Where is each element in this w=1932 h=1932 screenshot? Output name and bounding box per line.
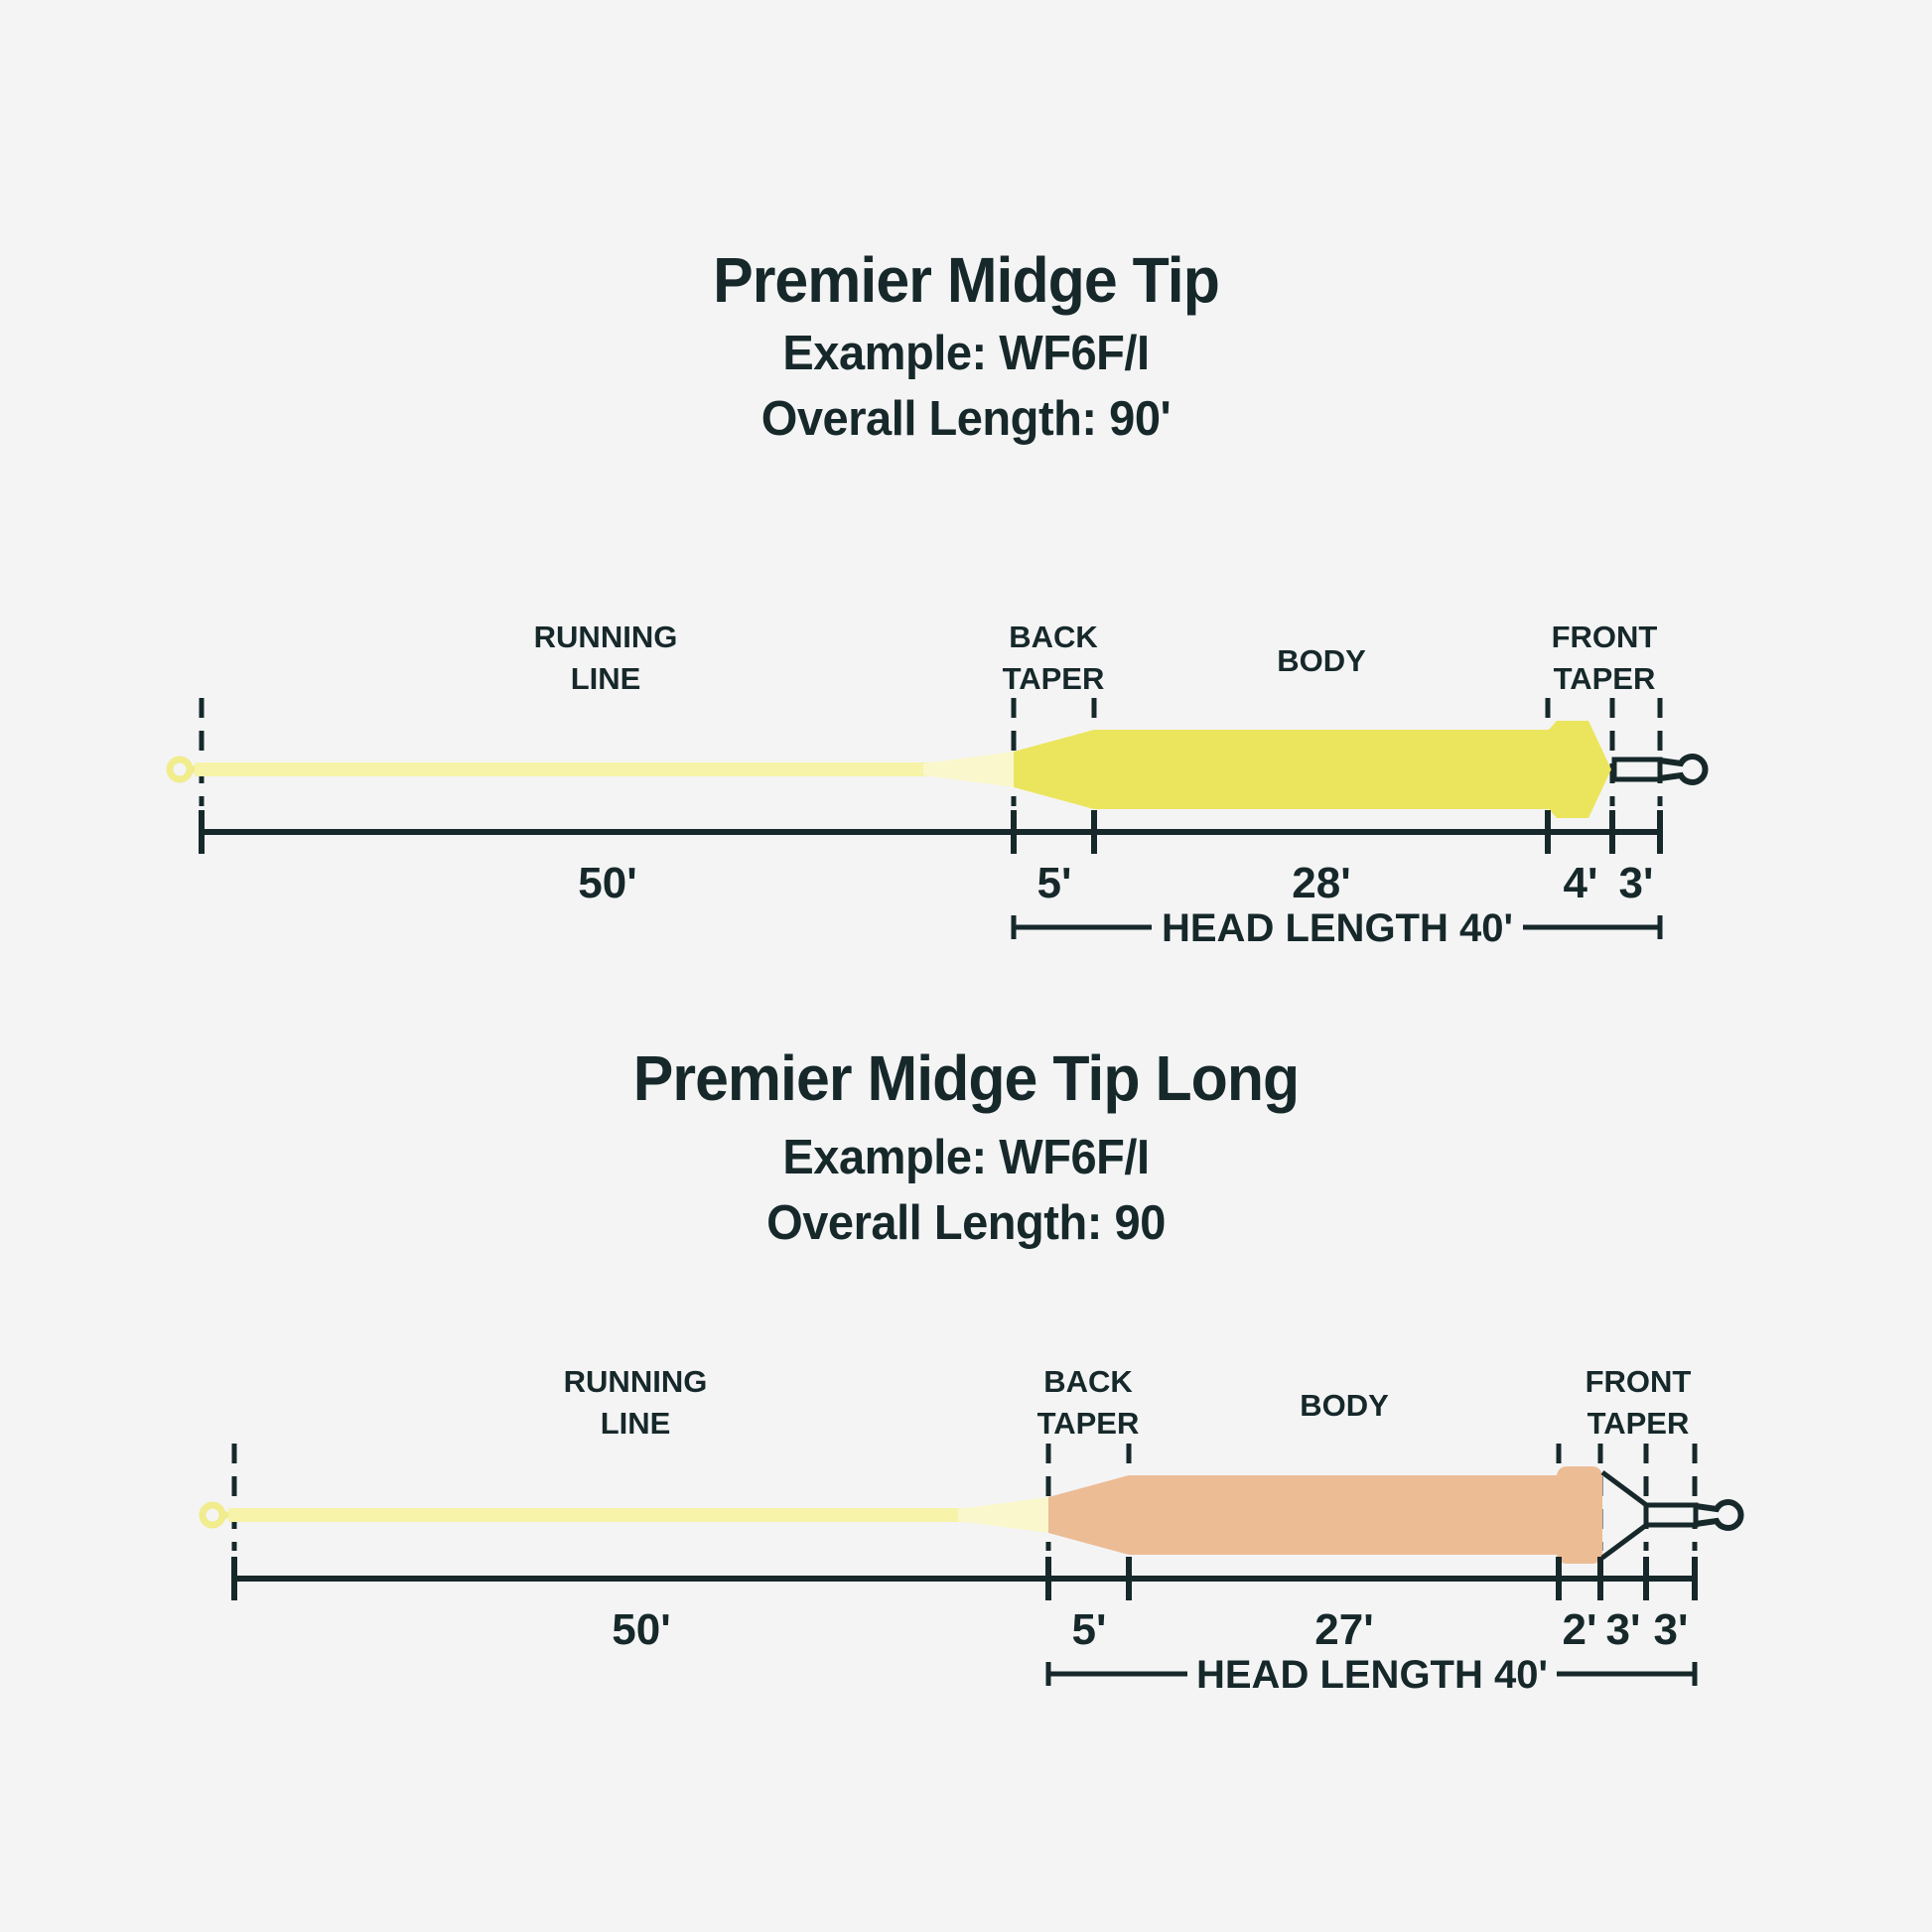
d2-back-taper-length: 5' <box>1072 1605 1107 1654</box>
diagram2-title: Premier Midge Tip Long <box>632 1042 1300 1114</box>
diagram1-overall-length: Overall Length: 90' <box>760 392 1172 446</box>
d2-front-taper-label-top: FRONT <box>1586 1364 1692 1399</box>
d1-front-taper-label-top: FRONT <box>1552 620 1658 654</box>
d2-back-taper-label-bottom: TAPER <box>1037 1406 1140 1441</box>
d2-running-line-length: 50' <box>612 1605 670 1654</box>
d2-tip-length: 3' <box>1654 1605 1689 1654</box>
d1-clear-tip-segment <box>1611 757 1663 782</box>
d1-line-profile <box>166 721 1709 818</box>
d2-front-taper-length: 3' <box>1606 1605 1641 1654</box>
d2-back-taper-segment <box>1048 1475 1129 1555</box>
d1-head-length: HEAD LENGTH 40' <box>1011 906 1663 950</box>
d2-body-tip-segment <box>1557 1466 1602 1564</box>
d1-dashed-guides <box>199 698 1663 806</box>
d1-back-taper-segment <box>1014 730 1094 809</box>
d2-clear-tip-segment <box>1643 1502 1699 1528</box>
d1-front-taper-segment <box>1549 721 1611 818</box>
diagram1-example: Example: WF6F/I <box>782 327 1150 380</box>
d1-running-line-segment <box>195 762 1019 776</box>
d1-body-length: 28' <box>1292 859 1350 907</box>
d2-front-taper-outline-bottom <box>1600 1520 1651 1561</box>
d2-running-line-transition <box>958 1497 1048 1533</box>
d1-running-line-transition <box>923 752 1014 787</box>
d1-body-label: BODY <box>1277 643 1366 678</box>
d1-back-taper-label-bottom: TAPER <box>1003 661 1105 696</box>
diagram2-overall-length: Overall Length: 90 <box>766 1196 1166 1250</box>
d2-front-taper-label-bottom: TAPER <box>1587 1406 1690 1441</box>
d1-head-length-label: HEAD LENGTH 40' <box>1162 906 1513 950</box>
d2-head-length-label: HEAD LENGTH 40' <box>1196 1653 1548 1697</box>
d2-body-label: BODY <box>1300 1388 1389 1423</box>
d1-running-line-label-bottom: LINE <box>571 661 641 696</box>
diagram2-group: RUNNING LINE BACK TAPER BODY FRONT TAPER <box>199 1364 1744 1697</box>
d1-rear-loop-icon <box>166 756 194 783</box>
d1-ruler: 50' 5' 28' 4' 3' <box>199 810 1663 907</box>
d2-head-length: HEAD LENGTH 40' <box>1045 1653 1698 1697</box>
d1-running-line-label-top: RUNNING <box>534 620 678 654</box>
d2-body-tip-length: 2' <box>1563 1605 1597 1654</box>
d2-rear-loop-icon <box>199 1501 226 1529</box>
d1-tip-length: 3' <box>1619 859 1654 907</box>
d1-front-welded-loop-icon <box>1659 754 1709 785</box>
d1-body-segment <box>1094 730 1549 809</box>
d2-running-line-label-top: RUNNING <box>564 1364 708 1399</box>
d1-running-line-length: 50' <box>578 859 636 907</box>
diagram1-group: RUNNING LINE BACK TAPER BODY FRONT TAPER <box>166 620 1709 950</box>
d1-front-taper-length: 4' <box>1564 859 1598 907</box>
d1-back-taper-label-top: BACK <box>1009 620 1098 654</box>
diagram1-title: Premier Midge Tip <box>713 244 1220 316</box>
d2-ruler: 50' 5' 27' 2' 3' 3' <box>231 1557 1698 1654</box>
d2-front-taper-outline-top <box>1600 1469 1651 1510</box>
d2-rear-loop-tail <box>220 1509 235 1521</box>
d2-body-segment <box>1129 1475 1561 1555</box>
d2-line-profile <box>199 1466 1744 1564</box>
d2-dashed-guides <box>231 1444 1698 1551</box>
d2-running-line-segment <box>228 1508 1052 1522</box>
d2-back-taper-label-top: BACK <box>1043 1364 1133 1399</box>
d2-running-line-label-bottom: LINE <box>601 1406 671 1441</box>
diagram2-example: Example: WF6F/I <box>782 1131 1150 1184</box>
d1-front-taper-label-bottom: TAPER <box>1554 661 1656 696</box>
d1-back-taper-length: 5' <box>1037 859 1072 907</box>
d2-front-welded-loop-icon <box>1695 1499 1744 1531</box>
d2-body-length: 27' <box>1314 1605 1373 1654</box>
